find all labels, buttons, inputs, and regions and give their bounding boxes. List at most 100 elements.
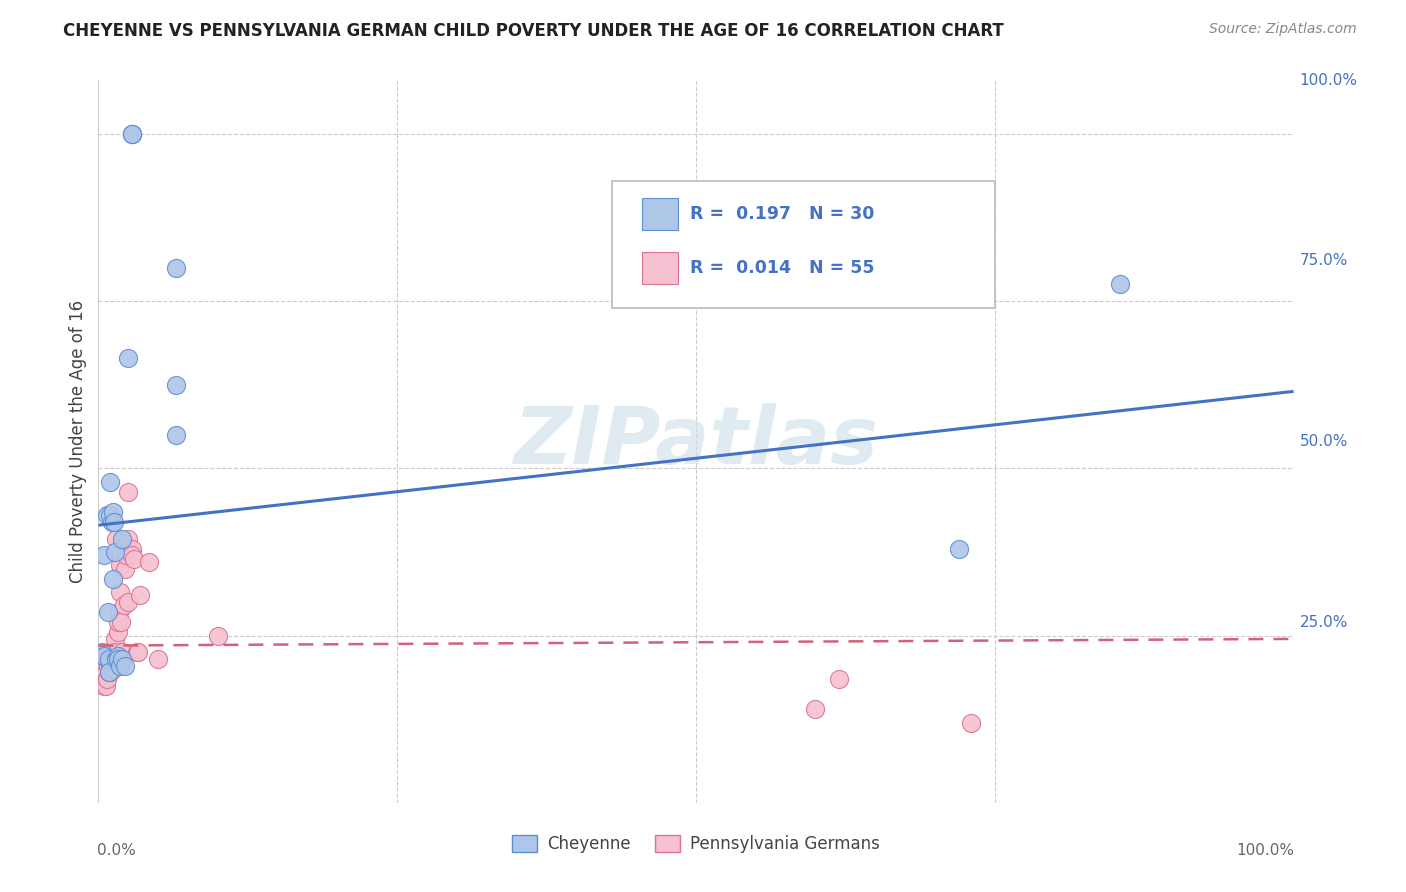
FancyBboxPatch shape	[613, 181, 995, 308]
Point	[98, 665, 122, 680]
Point	[103, 655, 125, 669]
Point	[96, 508, 118, 523]
Point	[98, 665, 121, 680]
Point	[89, 652, 111, 666]
Point	[121, 127, 143, 141]
Text: R =  0.197   N = 30: R = 0.197 N = 30	[690, 205, 875, 223]
Point	[98, 655, 121, 669]
Point	[111, 652, 134, 666]
Point	[108, 585, 131, 599]
Point	[91, 658, 114, 673]
Text: CHEYENNE VS PENNSYLVANIA GERMAN CHILD POVERTY UNDER THE AGE OF 16 CORRELATION CH: CHEYENNE VS PENNSYLVANIA GERMAN CHILD PO…	[63, 22, 1004, 40]
Point	[117, 595, 139, 609]
Text: ZIPatlas: ZIPatlas	[513, 402, 879, 481]
Point	[960, 715, 983, 730]
Point	[104, 545, 127, 559]
Point	[804, 702, 827, 716]
Point	[93, 548, 115, 563]
Point	[121, 541, 143, 556]
Point	[124, 551, 146, 566]
Point	[100, 645, 122, 659]
Point	[107, 605, 129, 619]
Point	[96, 672, 118, 686]
Text: 75.0%: 75.0%	[1299, 253, 1348, 268]
Point	[91, 645, 114, 659]
Point	[100, 655, 122, 669]
Point	[98, 508, 122, 523]
Point	[107, 648, 129, 663]
Point	[117, 351, 139, 365]
Point	[94, 665, 117, 680]
Point	[98, 652, 121, 666]
Point	[93, 648, 115, 663]
Point	[93, 679, 115, 693]
Point	[117, 532, 139, 546]
Point	[111, 645, 134, 659]
Point	[101, 505, 124, 519]
Point	[1109, 277, 1132, 292]
Point	[104, 645, 127, 659]
Point	[108, 558, 131, 573]
Point	[107, 652, 129, 666]
Text: 100.0%: 100.0%	[1299, 73, 1358, 87]
Point	[107, 625, 129, 640]
Point	[93, 669, 115, 683]
Legend: Cheyenne, Pennsylvania Germans: Cheyenne, Pennsylvania Germans	[505, 828, 887, 860]
Point	[101, 572, 124, 586]
Point	[111, 532, 134, 546]
Point	[121, 127, 143, 141]
Point	[98, 475, 122, 489]
Point	[103, 645, 125, 659]
Point	[97, 648, 120, 663]
Point	[98, 645, 121, 659]
Point	[121, 127, 143, 141]
Point	[96, 655, 118, 669]
Text: 25.0%: 25.0%	[1299, 615, 1348, 630]
Point	[207, 628, 229, 642]
Point	[948, 541, 970, 556]
Point	[125, 645, 148, 659]
Point	[108, 658, 131, 673]
Point	[138, 555, 160, 569]
Point	[103, 515, 125, 529]
Point	[148, 652, 170, 666]
FancyBboxPatch shape	[643, 198, 678, 230]
Point	[98, 665, 121, 680]
Point	[828, 672, 851, 686]
Point	[94, 652, 117, 666]
Point	[94, 679, 117, 693]
Point	[110, 615, 132, 630]
Point	[114, 562, 136, 576]
Point	[98, 655, 122, 669]
Y-axis label: Child Poverty Under the Age of 16: Child Poverty Under the Age of 16	[69, 300, 87, 583]
Point	[93, 658, 115, 673]
Point	[165, 427, 187, 442]
FancyBboxPatch shape	[643, 252, 678, 285]
Text: R =  0.014   N = 55: R = 0.014 N = 55	[690, 260, 875, 277]
Point	[114, 658, 136, 673]
Point	[104, 632, 127, 646]
Point	[98, 645, 122, 659]
Point	[165, 260, 187, 275]
Text: 100.0%: 100.0%	[1237, 843, 1295, 857]
Point	[100, 515, 122, 529]
Point	[101, 662, 124, 676]
Text: 0.0%: 0.0%	[97, 843, 136, 857]
Point	[121, 548, 143, 563]
Point	[101, 652, 124, 666]
Point	[91, 648, 114, 663]
Point	[91, 675, 114, 690]
Point	[90, 669, 112, 683]
Text: Source: ZipAtlas.com: Source: ZipAtlas.com	[1209, 22, 1357, 37]
Point	[112, 599, 135, 613]
Point	[97, 605, 120, 619]
Point	[105, 652, 128, 666]
Point	[115, 548, 138, 563]
Point	[117, 484, 139, 499]
Point	[97, 658, 120, 673]
Point	[107, 615, 129, 630]
Point	[129, 589, 152, 603]
Point	[165, 377, 187, 392]
Text: 50.0%: 50.0%	[1299, 434, 1348, 449]
Point	[127, 645, 149, 659]
